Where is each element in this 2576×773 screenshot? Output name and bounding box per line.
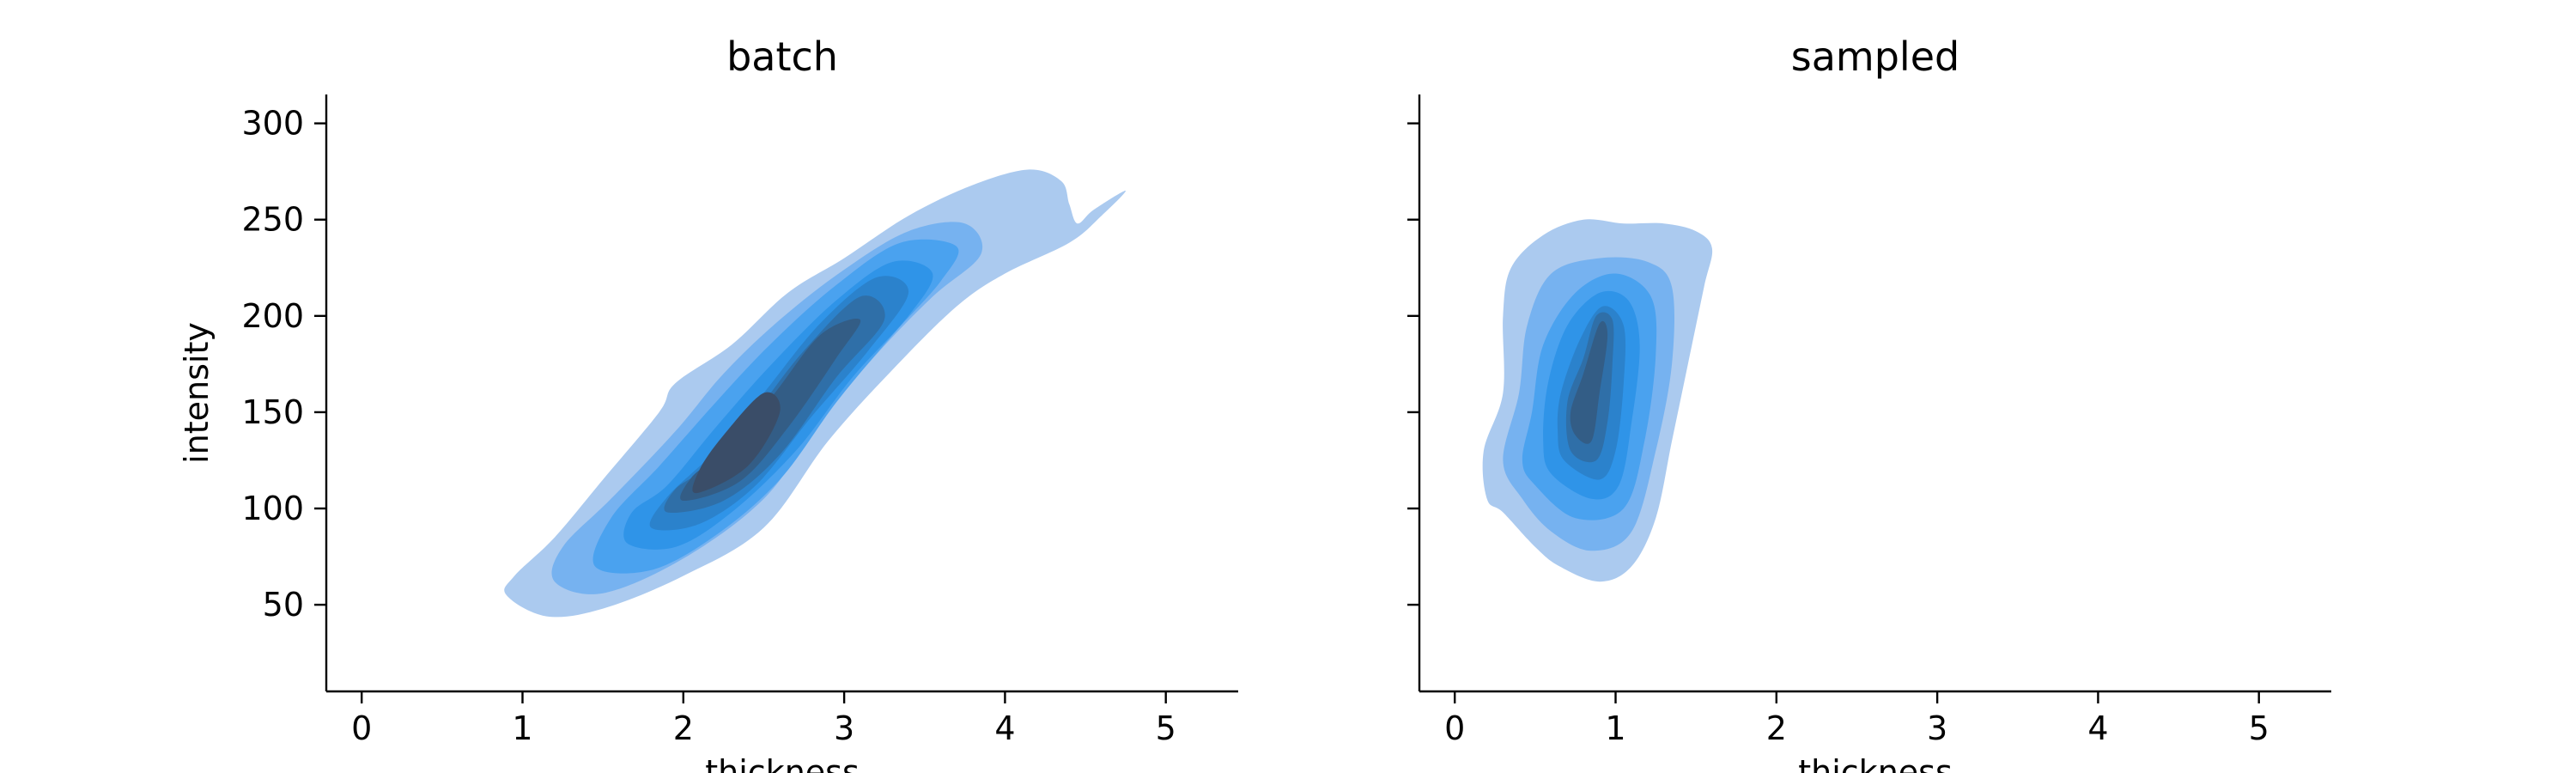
panel-sampled: 0 1 2 3 4 5 sampled thickness: [1407, 33, 2331, 773]
x-ticks-sampled: 0 1 2 3 4 5: [1444, 691, 2269, 747]
x-axis-label-sampled: thickness: [1798, 753, 1953, 773]
x-ticks-batch: 0 1 2 3 4 5: [351, 691, 1176, 747]
y-tick-label: 300: [241, 105, 304, 143]
x-tick-label: 2: [673, 709, 694, 747]
y-tick-label: 100: [241, 490, 304, 527]
x-tick-label: 1: [1605, 709, 1625, 747]
x-tick-label: 0: [351, 709, 372, 747]
x-tick-label: 2: [1766, 709, 1787, 747]
density-level-8: [692, 392, 781, 494]
x-tick-label: 3: [834, 709, 854, 747]
x-tick-label: 5: [1156, 709, 1176, 747]
x-tick-label: 0: [1444, 709, 1465, 747]
panel-batch: 0 1 2 3 4 5 50 100 150 200 250 300 batch thickness…: [178, 33, 1238, 773]
x-axis-label-batch: thickness: [705, 753, 860, 773]
density-level-7: [1570, 320, 1608, 444]
y-tick-label: 150: [241, 393, 304, 431]
density-contours-sampled: [1482, 219, 1713, 582]
y-tick-label: 50: [263, 586, 304, 624]
panel-title-sampled: sampled: [1791, 33, 1959, 80]
x-tick-label: 1: [512, 709, 532, 747]
x-tick-label: 3: [1927, 709, 1947, 747]
x-tick-label: 4: [994, 709, 1015, 747]
y-axis-label-batch: intensity: [178, 322, 216, 464]
y-ticks-batch: 50 100 150 200 250 300: [241, 105, 326, 624]
x-tick-label: 5: [2249, 709, 2269, 747]
y-tick-label: 250: [241, 201, 304, 239]
x-tick-label: 4: [2087, 709, 2108, 747]
y-tick-label: 200: [241, 297, 304, 335]
panel-title-batch: batch: [726, 33, 838, 80]
density-contours-batch: [504, 169, 1126, 618]
y-ticks-sampled: [1407, 122, 1419, 606]
